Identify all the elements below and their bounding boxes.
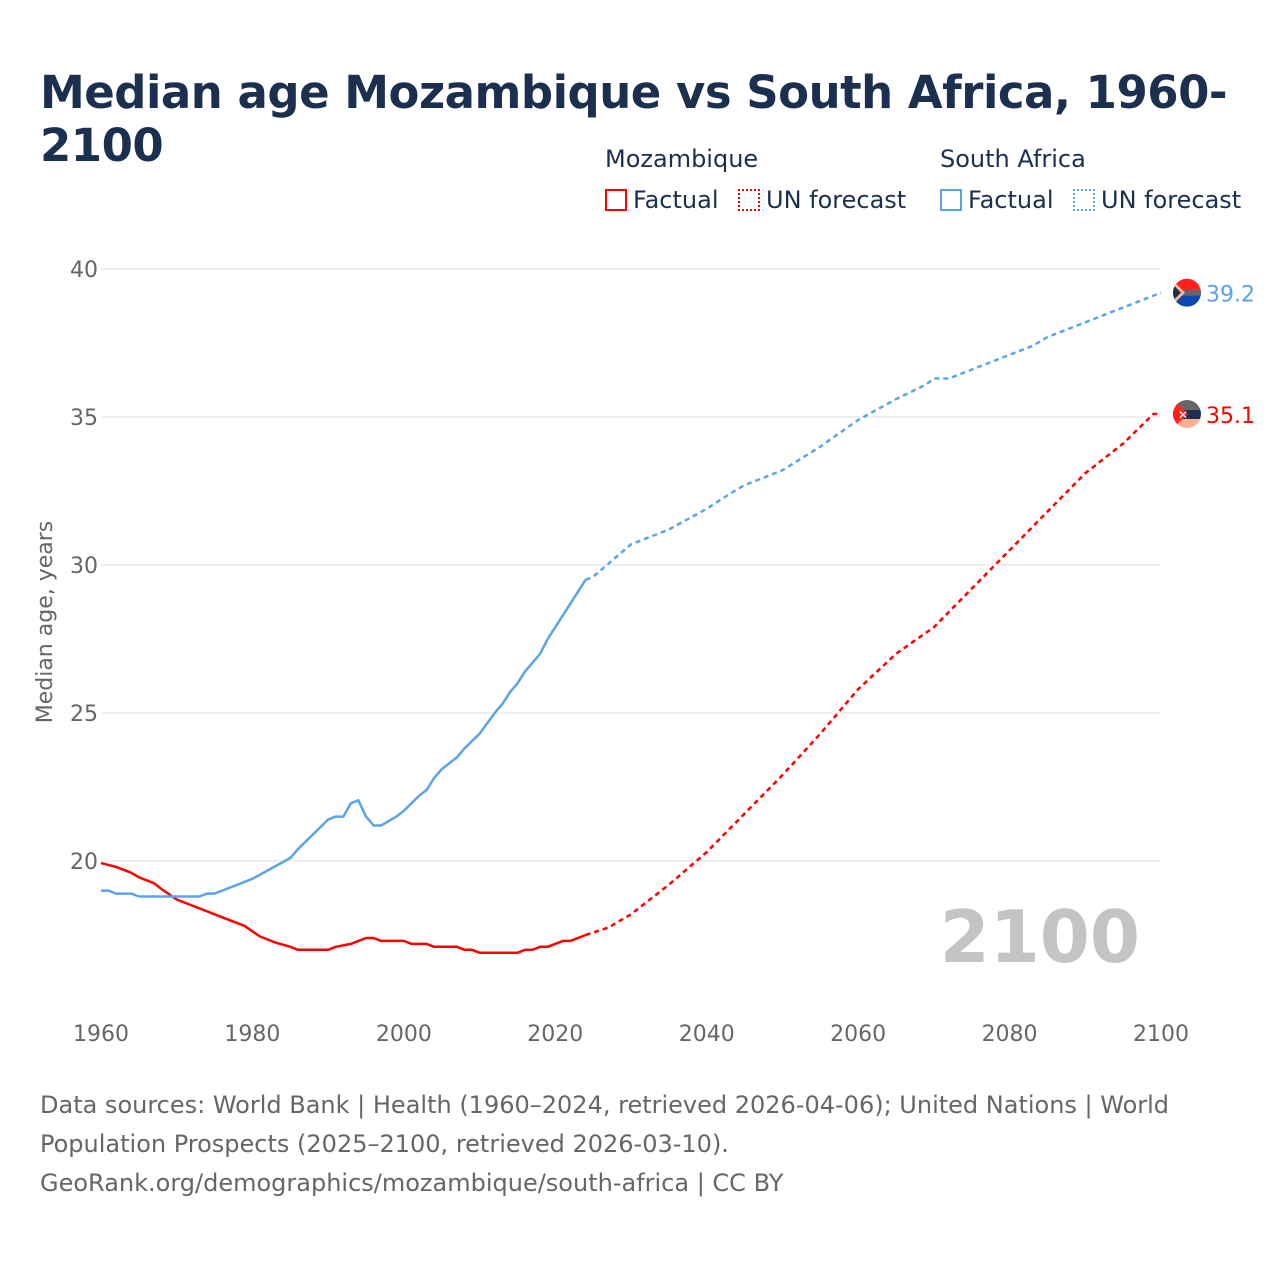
legend-group-south-africa: South Africa	[940, 145, 1086, 173]
x-tick-label: 1980	[224, 1022, 280, 1047]
legend-south-africa-forecast[interactable]: UN forecast	[1073, 186, 1241, 214]
legend-swatch-solid	[605, 189, 627, 211]
x-tick-label: 2020	[527, 1022, 583, 1047]
line-south-africa-forecast	[585, 291, 1162, 581]
flag-south-africa-icon	[1173, 278, 1201, 307]
y-tick-label: 25	[70, 702, 98, 727]
flag-emblem: ✕	[1178, 408, 1188, 422]
legend-label: Factual	[968, 186, 1054, 214]
flag-triangle	[1173, 400, 1188, 429]
y-tick-label: 30	[70, 554, 98, 579]
line-south-africa-factual	[101, 579, 587, 898]
line-mozambique-factual	[100, 861, 587, 955]
legend-swatch-dotted	[738, 189, 760, 211]
footer-link[interactable]: GeoRank.org/demographics/mozambique/sout…	[40, 1169, 784, 1197]
y-tick-label: 40	[70, 258, 98, 283]
y-axis-label: Median age, years	[33, 521, 58, 724]
x-tick-label: 1960	[73, 1022, 129, 1047]
legend-group-mozambique: Mozambique	[605, 145, 759, 173]
x-tick-label: 2100	[1133, 1022, 1189, 1047]
flag-body	[1173, 278, 1201, 307]
footer-line: Data sources: World Bank | Health (1960–…	[40, 1091, 1170, 1119]
legend-label: Factual	[633, 186, 719, 214]
legend-swatch-solid	[940, 189, 962, 211]
legend-mozambique-forecast[interactable]: UN forecast	[738, 186, 906, 214]
footer-line: Population Prospects (2025–2100, retriev…	[40, 1130, 729, 1158]
x-tick-label: 2040	[679, 1022, 735, 1047]
footer-sources: Data sources: World Bank | Health (1960–…	[40, 1086, 1169, 1203]
legend-label: UN forecast	[766, 186, 907, 214]
flag-triangle	[1173, 284, 1181, 301]
y-tick-label: 35	[70, 406, 98, 431]
flag-stripe	[1173, 289, 1201, 296]
end-label-south-africa: 39.2	[1206, 283, 1255, 308]
x-tick-label: 2080	[982, 1022, 1038, 1047]
x-tick-label: 2060	[830, 1022, 886, 1047]
plot-area: 20 25 30 35 40 1960 1980 2000 2020 2040 2060 2080 21…	[33, 258, 1255, 1047]
legend-label: UN forecast	[1101, 186, 1242, 214]
line-mozambique-forecast	[585, 412, 1161, 937]
y-tick-label: 20	[70, 850, 98, 875]
flag-stripe	[1173, 400, 1201, 411]
legend-swatch-dotted	[1073, 189, 1095, 211]
year-watermark: 2100	[940, 895, 1140, 979]
flag-mozambique-icon: ✕	[1173, 400, 1201, 429]
legend-mozambique-factual[interactable]: Factual	[605, 186, 719, 214]
flag-body: ✕	[1173, 400, 1201, 429]
legend-south-africa-factual[interactable]: Factual	[940, 186, 1054, 214]
flag-stripe	[1173, 419, 1201, 429]
chart-title: Median age Mozambique vs South Africa, 1…	[40, 66, 1228, 172]
end-label-mozambique: 35.1	[1206, 404, 1255, 429]
x-tick-label: 2000	[376, 1022, 432, 1047]
